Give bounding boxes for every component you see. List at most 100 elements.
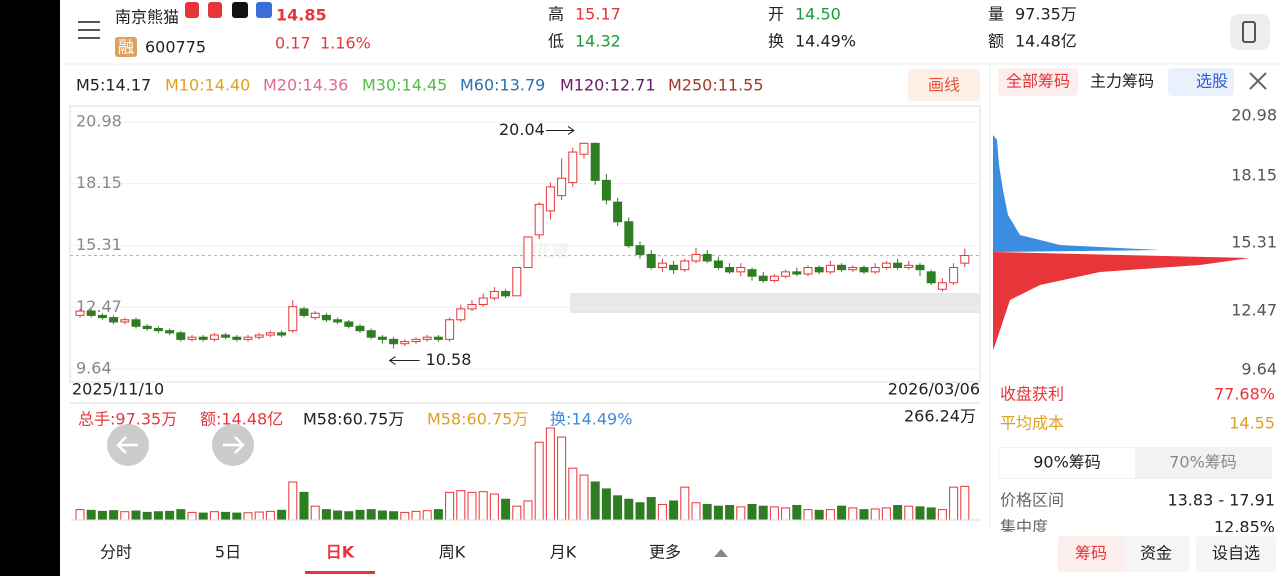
candle-body <box>534 203 544 236</box>
close-icon[interactable] <box>1249 72 1267 90</box>
tab[interactable]: 日K <box>326 543 355 562</box>
candle-body <box>232 336 242 340</box>
menu-icon[interactable] <box>78 21 100 39</box>
candle-body <box>523 236 533 268</box>
range: 13.83 - 17.91 <box>1167 491 1275 510</box>
ma-label: M30:14.45 <box>362 76 447 95</box>
candle-body <box>680 260 690 271</box>
draw-button[interactable] <box>908 69 980 101</box>
tab[interactable]: 更多 <box>649 543 681 562</box>
volume-bar <box>579 474 589 521</box>
volume-bar <box>445 491 455 521</box>
candle-body <box>97 314 107 319</box>
candle-body <box>545 186 555 212</box>
volume-bar <box>814 509 824 521</box>
icon <box>232 2 248 18</box>
volume-bar <box>153 511 163 521</box>
label: 额 <box>988 32 1004 51</box>
volume-bar <box>176 509 186 521</box>
candle-body <box>321 314 331 321</box>
button[interactable]: 筹码 <box>1075 544 1107 563</box>
volume-stat: 额:14.48亿 <box>200 410 283 429</box>
chip-price-label: 20.98 <box>1231 106 1277 125</box>
candle-body <box>310 312 320 319</box>
volume-bar <box>221 511 231 521</box>
volume-bar <box>277 509 287 521</box>
tab[interactable]: 周K <box>439 543 466 562</box>
candle-body <box>937 282 947 290</box>
candle-body <box>75 310 85 316</box>
candle-body <box>501 290 511 297</box>
phone-button[interactable] <box>1230 14 1270 50</box>
candle-body <box>165 330 175 334</box>
tab[interactable]: 月K <box>550 543 577 562</box>
candle-body <box>557 177 567 197</box>
price: 14.85 <box>276 6 327 25</box>
ma-legend: M5:14.17 M10:14.40 M20:14.36 M30:14.45 M60:1… <box>76 76 764 95</box>
candle-body <box>176 332 186 340</box>
candle-body <box>758 275 768 282</box>
range-tab[interactable]: 70%筹码 <box>1169 453 1237 472</box>
volume-bar <box>803 509 813 521</box>
ma-label: M10:14.40 <box>165 76 250 95</box>
avg-cost-label: 平均成本 <box>1000 414 1064 433</box>
annotation: 20.04 <box>499 120 545 139</box>
tab[interactable]: 分时 <box>100 543 132 562</box>
change: 0.17 <box>275 34 311 53</box>
volume-bar <box>624 498 634 521</box>
range-label: 价格区间 <box>1000 491 1064 510</box>
range-tab[interactable]: 90%筹码 <box>1033 453 1101 472</box>
candle-body <box>893 262 903 268</box>
code: 600775 <box>145 38 206 57</box>
header: 南京熊猫 14.85 融 600775 0.17 1.16% 高 15.17 低… <box>78 2 1270 57</box>
volume-bar <box>131 510 141 521</box>
candle-body <box>904 264 914 268</box>
candle-body <box>422 336 432 340</box>
volume-bar <box>512 505 522 521</box>
chip-tab[interactable]: 全部筹码 <box>1006 72 1070 91</box>
candle-body <box>624 221 634 247</box>
y-tick-label: 15.31 <box>76 235 122 254</box>
volume-bar <box>299 491 309 521</box>
candle-body <box>960 255 970 264</box>
label: 高 <box>548 5 564 24</box>
candle-body <box>411 338 421 343</box>
button[interactable]: 资金 <box>1140 544 1172 563</box>
candle-body <box>635 245 645 255</box>
candle-body <box>265 332 275 336</box>
candle-body <box>355 325 365 332</box>
label: 换 <box>768 32 784 51</box>
profit-label: 收盘获利 <box>1000 385 1064 404</box>
volume-bar <box>400 511 410 521</box>
volume-bar <box>389 511 399 521</box>
candle-body <box>669 264 679 271</box>
volume-bar <box>926 507 936 521</box>
ma-label: M5:14.17 <box>76 76 151 95</box>
annotation-arrow <box>388 356 420 365</box>
candle-body <box>366 330 376 338</box>
candle-body <box>949 266 959 284</box>
icon <box>208 2 222 18</box>
volume-bar <box>713 505 723 521</box>
volume-bar <box>366 509 376 521</box>
candle-body <box>209 334 219 340</box>
chip-profile-red <box>993 252 1250 350</box>
button[interactable]: 设自选 <box>1212 544 1260 563</box>
candle-body <box>198 336 208 340</box>
volume-bar <box>456 490 466 521</box>
chip-price-label: 15.31 <box>1231 233 1277 252</box>
chip-tab[interactable]: 选股 <box>1196 72 1228 91</box>
volume-bar <box>601 488 611 521</box>
candle-body <box>377 336 387 340</box>
turnover: 14.49% <box>795 32 856 51</box>
candle-body <box>243 336 253 340</box>
volume-bar <box>937 509 947 521</box>
candle-body <box>848 266 858 271</box>
phone-icon <box>1242 21 1256 43</box>
candle-body <box>870 266 880 273</box>
chip-tab[interactable]: 主力筹码 <box>1090 72 1154 91</box>
candle-body <box>814 266 824 273</box>
tab[interactable]: 5日 <box>215 543 241 562</box>
candle-body <box>792 271 802 275</box>
